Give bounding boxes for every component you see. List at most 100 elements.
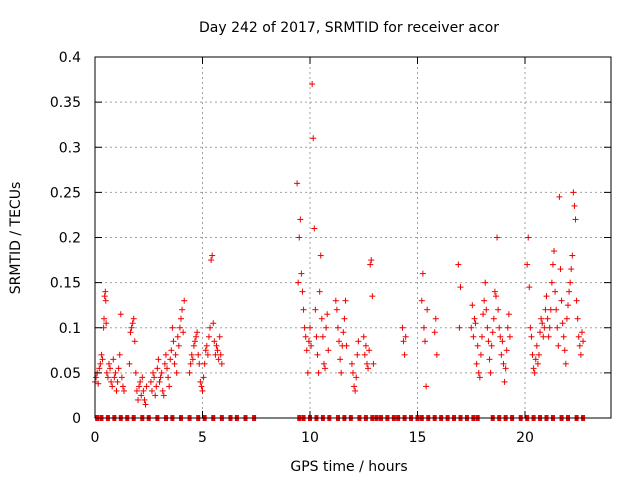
data-point	[132, 369, 139, 376]
data-point	[174, 333, 181, 340]
data-point	[156, 378, 163, 385]
data-point	[98, 351, 105, 358]
data-point	[368, 257, 375, 264]
data-point	[489, 329, 496, 336]
data-point	[400, 338, 407, 345]
data-point	[336, 338, 343, 345]
data-point	[151, 374, 158, 381]
data-point	[502, 365, 509, 372]
data-point	[112, 369, 119, 376]
data-point	[530, 365, 537, 372]
data-point	[178, 315, 184, 322]
data-point	[116, 351, 123, 358]
data-point	[203, 342, 210, 349]
data-point	[202, 347, 209, 354]
data-point	[108, 378, 115, 385]
data-point	[548, 279, 555, 286]
data-point	[142, 401, 149, 408]
data-point	[128, 324, 135, 331]
data-point	[354, 351, 361, 358]
data-point	[481, 297, 488, 304]
data-point	[573, 297, 580, 304]
data-point	[161, 360, 168, 367]
data-point	[533, 342, 540, 349]
data-point	[473, 360, 480, 367]
data-point	[190, 342, 197, 349]
data-point	[496, 324, 503, 331]
data-point	[187, 360, 194, 367]
data-point	[213, 342, 220, 349]
data-point	[139, 374, 146, 381]
data-point	[323, 324, 330, 331]
data-point	[127, 329, 134, 336]
y-tick-label: 0.4	[59, 50, 81, 66]
data-point	[165, 374, 172, 381]
data-point	[537, 329, 544, 336]
data-point	[319, 333, 326, 340]
data-point	[300, 306, 307, 313]
data-point	[545, 333, 552, 340]
data-point	[575, 333, 582, 340]
data-point	[157, 374, 164, 381]
data-point	[491, 288, 498, 295]
data-point	[572, 216, 579, 223]
data-point	[133, 387, 140, 394]
data-point	[150, 369, 157, 376]
data-point	[111, 374, 118, 381]
data-point	[498, 351, 505, 358]
data-point	[102, 297, 109, 304]
data-point	[369, 293, 376, 300]
data-point	[115, 365, 122, 372]
data-point	[551, 248, 558, 255]
data-point	[198, 383, 205, 390]
data-point	[353, 374, 360, 381]
data-point	[318, 315, 325, 322]
data-point	[201, 360, 208, 367]
data-point	[492, 293, 499, 300]
data-point	[130, 315, 137, 322]
y-tick-label: 0.2	[59, 231, 81, 247]
data-point	[314, 351, 321, 358]
y-tick-label: 0.1	[59, 321, 81, 337]
data-point	[99, 356, 106, 363]
x-tick-label: 20	[516, 430, 534, 446]
data-point	[506, 333, 513, 340]
data-point	[474, 342, 481, 349]
data-point	[457, 284, 464, 291]
data-point	[505, 311, 512, 318]
x-tick-label: 15	[409, 430, 427, 446]
data-point	[189, 356, 196, 363]
data-point	[351, 383, 358, 390]
data-point	[486, 356, 493, 363]
data-point	[140, 387, 147, 394]
data-point	[296, 234, 303, 241]
data-point	[325, 347, 332, 354]
data-point	[367, 261, 374, 268]
data-point	[304, 369, 311, 376]
data-point	[136, 383, 143, 390]
data-point	[209, 252, 216, 259]
data-point	[504, 324, 511, 331]
data-point	[535, 351, 542, 358]
data-point	[531, 369, 538, 376]
data-point	[355, 338, 362, 345]
data-point	[104, 374, 111, 381]
data-point	[126, 360, 133, 367]
data-point	[558, 297, 565, 304]
data-point	[418, 297, 425, 304]
data-point	[141, 396, 148, 403]
data-point	[160, 392, 167, 399]
data-point	[479, 333, 485, 340]
data-point	[170, 338, 177, 345]
data-point	[218, 360, 225, 367]
data-point	[370, 360, 377, 367]
data-point	[167, 356, 174, 363]
data-point	[216, 333, 223, 340]
data-point	[490, 315, 497, 322]
axis-ticks	[94, 56, 611, 419]
data-point	[499, 338, 506, 345]
data-point	[137, 378, 144, 385]
data-point	[569, 252, 576, 259]
data-point	[401, 351, 408, 358]
data-point	[311, 225, 318, 232]
